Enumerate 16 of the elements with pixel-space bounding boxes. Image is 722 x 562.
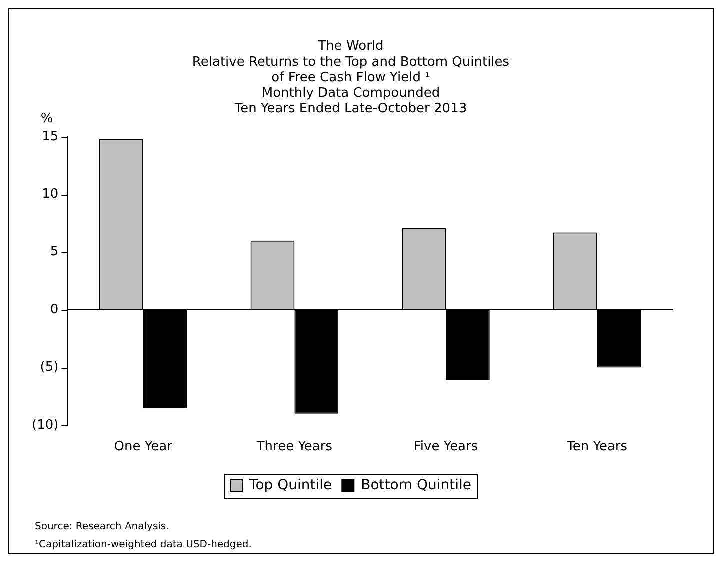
x-tick-label: Three Years (256, 440, 333, 455)
source-note: Source: Research Analysis. (35, 522, 170, 533)
legend-label: Bottom Quintile (361, 478, 472, 494)
y-tick-label: (5) (40, 360, 59, 376)
y-axis-title: % (40, 111, 54, 126)
y-tick-label: (10) (32, 418, 59, 433)
x-tick-label: Ten Years (566, 440, 628, 455)
y-tick-label: 10 (42, 187, 59, 202)
text: ¹Capitalization-weighted data USD-hedged. (35, 540, 252, 551)
legend-label: Top Quintile (248, 478, 332, 494)
y-tick-label: 5 (50, 244, 59, 260)
chart-title: The World Relative Returns to the Top and Bottom Quintiles of Free Cash Flow Yield ¹ Monthly Data Compounded Ten Years Ended Late-October 2013 (192, 39, 510, 117)
x-tick-label: Five Years (414, 440, 478, 455)
y-tick-label: 0 (50, 302, 59, 318)
x-tick-label: One Year (114, 440, 174, 455)
y-tick-label: 15 (42, 129, 59, 144)
